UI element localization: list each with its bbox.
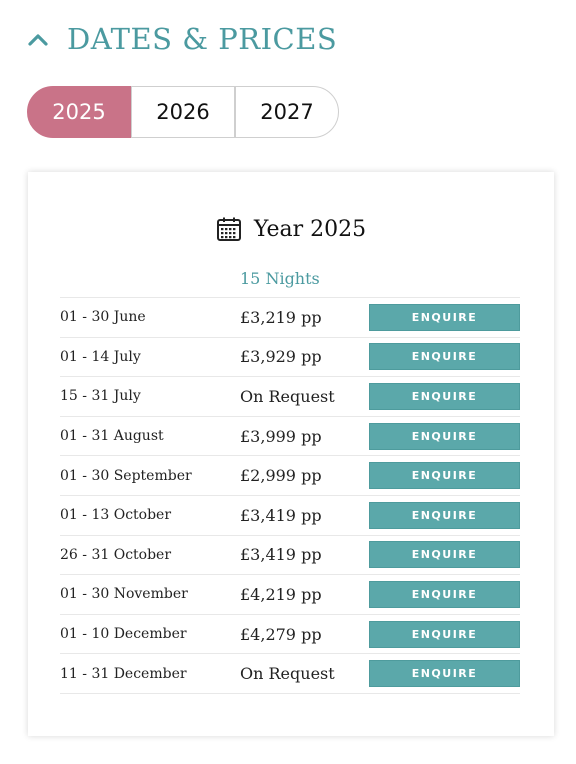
date-range: 01 - 30 September — [60, 467, 192, 484]
table-row: 01 - 10 December £4,279 pp ENQUIRE — [60, 615, 520, 655]
enquire-button[interactable]: ENQUIRE — [369, 382, 520, 410]
date-range: 15 - 31 July — [60, 388, 141, 405]
enquire-button[interactable]: ENQUIRE — [369, 501, 520, 529]
enquire-button[interactable]: ENQUIRE — [369, 462, 520, 490]
tab-2026[interactable]: 2026 — [131, 86, 235, 138]
date-range: 11 - 31 December — [60, 665, 187, 682]
table-row: 15 - 31 July On Request ENQUIRE — [60, 377, 520, 417]
enquire-button[interactable]: ENQUIRE — [369, 343, 520, 371]
table-row: 26 - 31 October £3,419 pp ENQUIRE — [60, 536, 520, 576]
date-range: 01 - 14 July — [60, 348, 141, 365]
enquire-button[interactable]: ENQUIRE — [369, 422, 520, 450]
table-row: 01 - 30 September £2,999 pp ENQUIRE — [60, 456, 520, 496]
table-row: 01 - 14 July £3,929 pp ENQUIRE — [60, 338, 520, 378]
prices-card: Year 2025 15 Nights 01 - 30 June £3,219 … — [28, 172, 554, 736]
table-row: 01 - 30 June £3,219 pp ENQUIRE — [60, 298, 520, 338]
date-range: 01 - 30 June — [60, 309, 146, 326]
tab-2027[interactable]: 2027 — [235, 86, 339, 138]
date-range: 26 - 31 October — [60, 546, 172, 563]
chevron-up-icon[interactable] — [27, 28, 49, 50]
table-row: 11 - 31 December On Request ENQUIRE — [60, 654, 520, 694]
tab-2025[interactable]: 2025 — [27, 86, 131, 138]
card-title: Year 2025 — [28, 214, 554, 244]
dates-prices-header[interactable]: DATES & PRICES — [27, 18, 337, 60]
price-table: 01 - 30 June £3,219 pp ENQUIRE 01 - 14 J… — [60, 297, 520, 694]
enquire-button[interactable]: ENQUIRE — [369, 620, 520, 648]
calendar-icon — [216, 216, 242, 242]
enquire-button[interactable]: ENQUIRE — [369, 660, 520, 688]
date-range: 01 - 13 October — [60, 507, 172, 524]
price: £3,219 pp — [240, 307, 322, 327]
table-row: 01 - 31 August £3,999 pp ENQUIRE — [60, 417, 520, 457]
table-row: 01 - 13 October £3,419 pp ENQUIRE — [60, 496, 520, 536]
date-range: 01 - 10 December — [60, 626, 187, 643]
date-range: 01 - 31 August — [60, 428, 164, 445]
price: £3,419 pp — [240, 505, 322, 525]
price: £4,279 pp — [240, 624, 322, 644]
price: £3,419 pp — [240, 545, 322, 565]
year-title: Year 2025 — [253, 216, 367, 242]
price: On Request — [240, 386, 335, 406]
date-range: 01 - 30 November — [60, 586, 188, 603]
enquire-button[interactable]: ENQUIRE — [369, 580, 520, 608]
price: £4,219 pp — [240, 584, 322, 604]
enquire-button[interactable]: ENQUIRE — [369, 541, 520, 569]
price: £3,999 pp — [240, 426, 322, 446]
table-row: 01 - 30 November £4,219 pp ENQUIRE — [60, 575, 520, 615]
price: On Request — [240, 664, 335, 684]
enquire-button[interactable]: ENQUIRE — [369, 303, 520, 331]
section-title: DATES & PRICES — [67, 22, 338, 56]
price: £2,999 pp — [240, 466, 322, 486]
year-tabs: 2025 2026 2027 — [27, 86, 339, 138]
price: £3,929 pp — [240, 347, 322, 367]
duration-header: 15 Nights — [240, 269, 320, 288]
